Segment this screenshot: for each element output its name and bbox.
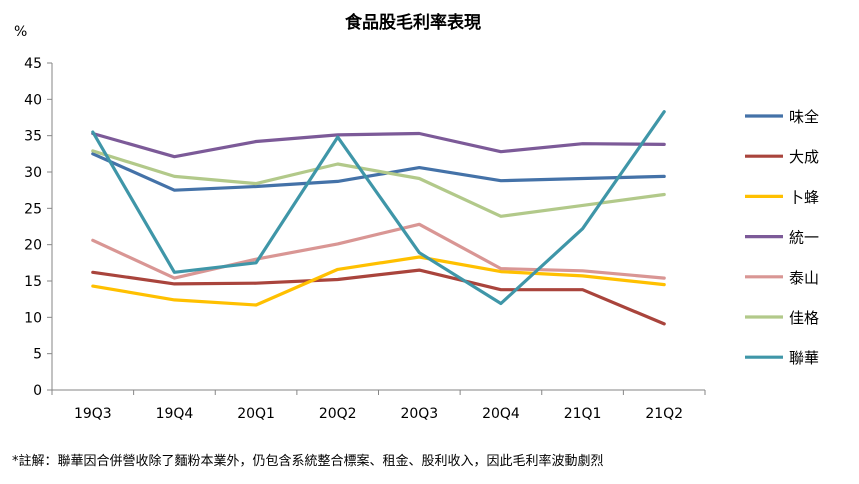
legend-label-3: 統一 xyxy=(789,229,819,247)
series-line-6 xyxy=(91,110,666,306)
chart-title: 食品股毛利率表現 xyxy=(345,12,481,33)
series-line-5 xyxy=(91,149,666,218)
series-line-4 xyxy=(91,222,666,280)
legend-label-2: 卜蜂 xyxy=(789,188,819,206)
x-tick-label: 19Q4 xyxy=(156,406,194,422)
legend-label-6: 聯華 xyxy=(789,349,819,367)
legend-label-0: 味全 xyxy=(789,108,819,126)
series-line-1 xyxy=(91,268,666,326)
y-tick-label: 5 xyxy=(33,347,42,363)
legend-label-1: 大成 xyxy=(789,148,819,166)
x-tick-label: 20Q3 xyxy=(400,406,438,422)
x-tick-label: 20Q2 xyxy=(319,406,357,422)
series-line-0 xyxy=(91,152,666,192)
y-tick-label: 10 xyxy=(24,310,42,326)
series-lines xyxy=(91,110,666,326)
y-tick-label: 15 xyxy=(24,274,42,290)
x-tick-label: 21Q1 xyxy=(564,406,602,422)
y-tick-label: 35 xyxy=(24,129,42,145)
y-axis-unit: % xyxy=(14,24,27,40)
x-tick-label: 21Q2 xyxy=(645,406,683,422)
footnote: *註解：聯華因合併營收除了麵粉本業外，仍包含系統整合標案、租金、股利收入，因此毛… xyxy=(12,453,604,469)
y-tick-label: 0 xyxy=(33,383,42,399)
y-tick-label: 30 xyxy=(24,165,42,181)
x-tick-label: 19Q3 xyxy=(74,406,112,422)
y-tick-label: 40 xyxy=(24,92,42,108)
series-line-2 xyxy=(91,255,666,307)
x-tick-label: 20Q1 xyxy=(237,406,275,422)
x-tick-label: 20Q4 xyxy=(482,406,520,422)
y-tick-label: 25 xyxy=(24,201,42,217)
legend-label-4: 泰山 xyxy=(789,269,819,287)
series-line-3 xyxy=(91,131,666,159)
axes: 0 5 10 15 20 25 30 35 40 45 19Q3 19Q4 20Q1 20Q2 20Q3 20… xyxy=(24,56,706,422)
y-tick-label: 45 xyxy=(24,56,42,72)
y-tick-label: 20 xyxy=(24,238,42,254)
legend-label-5: 佳格 xyxy=(789,309,819,327)
